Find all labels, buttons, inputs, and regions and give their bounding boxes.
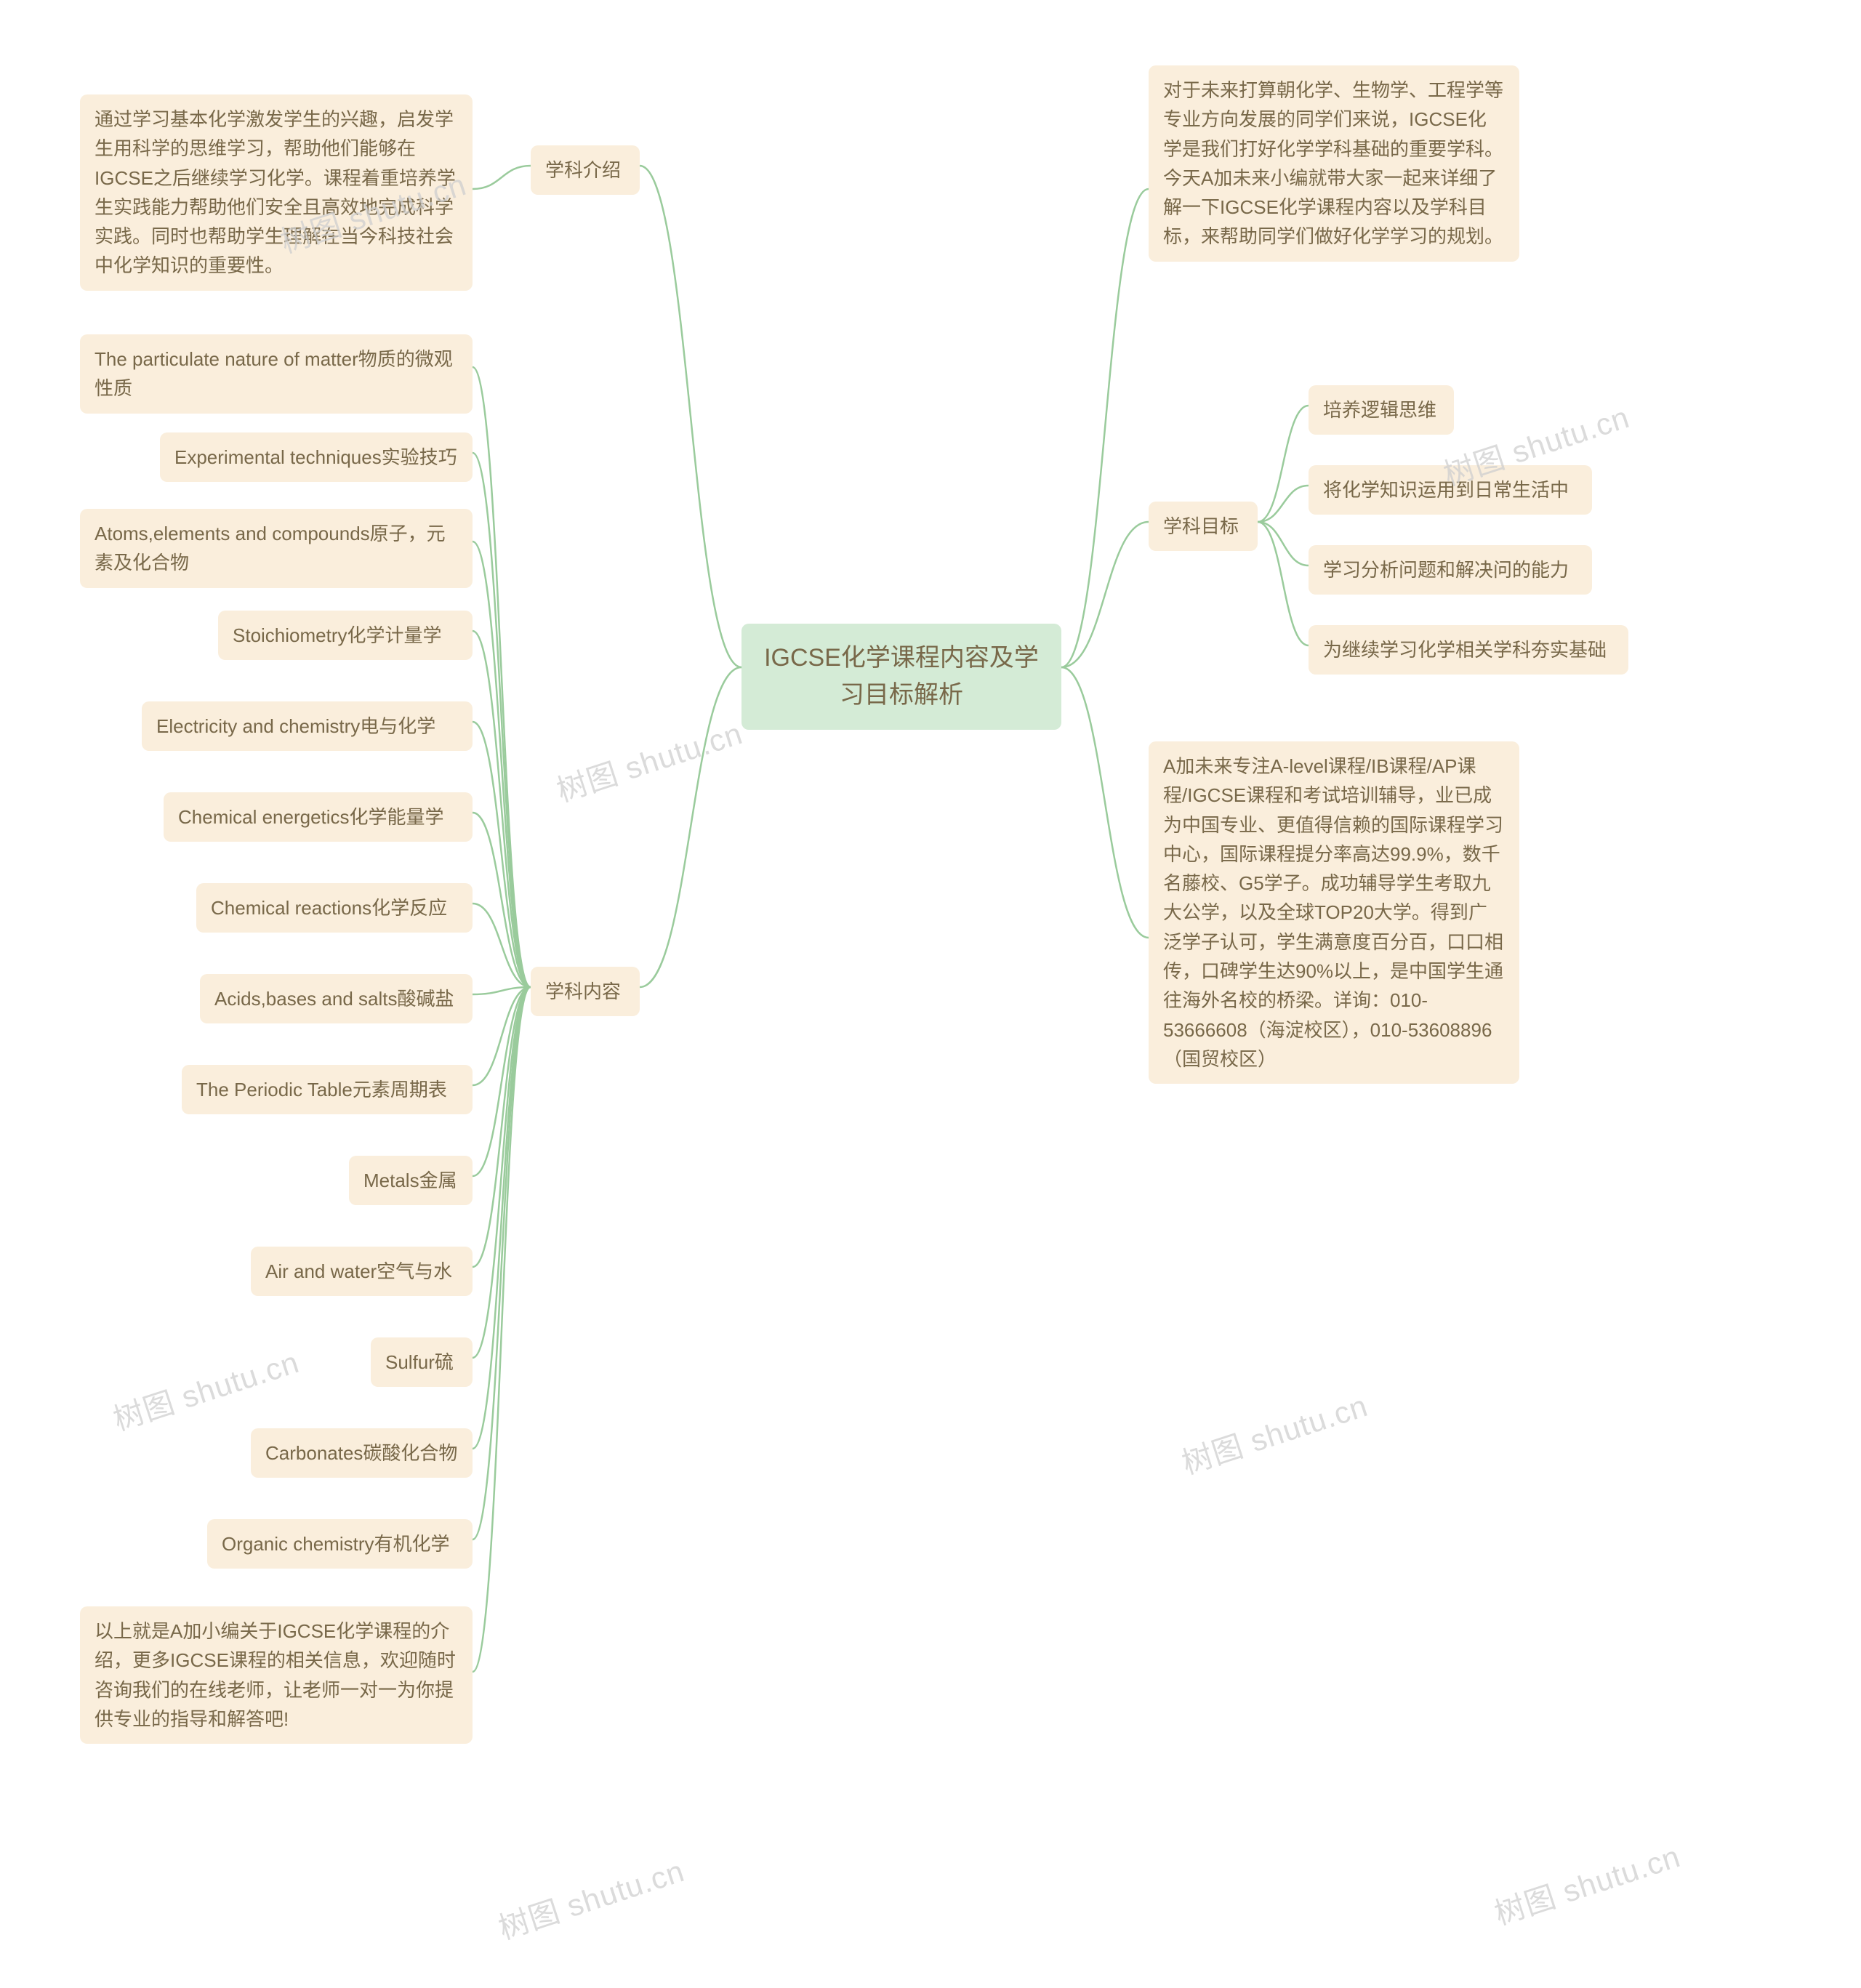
leaf-atoms[interactable]: Atoms,elements and compounds原子，元素及化合物 [80,509,473,588]
center-line1: IGCSE化学课程内容及学 [764,644,1039,672]
leaf-energetics[interactable]: Chemical energetics化学能量学 [164,792,473,842]
leaf-reactions[interactable]: Chemical reactions化学反应 [196,883,473,933]
leaf-stoichiometry-text: Stoichiometry化学计量学 [233,624,442,646]
leaf-air-water-text: Air and water空气与水 [265,1260,452,1282]
leaf-atoms-text: Atoms,elements and compounds原子，元素及化合物 [95,523,446,574]
branch-subject-content[interactable]: 学科内容 [531,967,640,1016]
leaf-goal-daily-text: 将化学知识运用到日常生活中 [1323,479,1569,501]
branch-subject-content-label: 学科内容 [545,981,621,1002]
leaf-intro-text-content: 通过学习基本化学激发学生的兴趣，启发学生用科学的思维学习，帮助他们能够在IGCS… [95,108,456,276]
branch-subject-goal[interactable]: 学科目标 [1149,502,1258,551]
leaf-conclusion[interactable]: 以上就是A加小编关于IGCSE化学课程的介绍，更多IGCSE课程的相关信息，欢迎… [80,1606,473,1744]
leaf-carbonates-text: Carbonates碳酸化合物 [265,1442,457,1464]
leaf-acids-text: Acids,bases and salts酸碱盐 [214,988,454,1010]
right-promo-block-text: A加未来专注A-level课程/IB课程/AP课程/IGCSE课程和考试培训辅导… [1163,755,1503,1070]
leaf-intro-text[interactable]: 通过学习基本化学激发学生的兴趣，启发学生用科学的思维学习，帮助他们能够在IGCS… [80,94,473,291]
watermark-5: 树图 shutu.cn [1175,1381,1372,1483]
leaf-periodic-text: The Periodic Table元素周期表 [196,1079,447,1100]
leaf-goal-daily[interactable]: 将化学知识运用到日常生活中 [1309,465,1592,515]
leaf-conclusion-text: 以上就是A加小编关于IGCSE化学课程的介绍，更多IGCSE课程的相关信息，欢迎… [95,1620,456,1730]
leaf-goal-analyze[interactable]: 学习分析问题和解决问的能力 [1309,545,1592,595]
leaf-organic-text: Organic chemistry有机化学 [222,1533,450,1555]
center-line2: 习目标解析 [840,681,963,709]
leaf-goal-logic-text: 培养逻辑思维 [1323,399,1436,421]
leaf-goal-logic[interactable]: 培养逻辑思维 [1309,385,1454,435]
leaf-organic[interactable]: Organic chemistry有机化学 [207,1519,473,1569]
leaf-experimental[interactable]: Experimental techniques实验技巧 [160,432,473,482]
branch-subject-goal-label: 学科目标 [1163,515,1239,537]
leaf-goal-foundation-text: 为继续学习化学相关学科夯实基础 [1323,639,1607,661]
leaf-electricity[interactable]: Electricity and chemistry电与化学 [142,701,473,751]
watermark-0: 树图 shutu.cn [107,1337,304,1439]
center-node[interactable]: IGCSE化学课程内容及学 习目标解析 [741,624,1061,730]
leaf-periodic[interactable]: The Periodic Table元素周期表 [182,1065,473,1114]
leaf-sulfur[interactable]: Sulfur硫 [371,1337,473,1387]
branch-subject-intro[interactable]: 学科介绍 [531,145,640,195]
leaf-stoichiometry[interactable]: Stoichiometry化学计量学 [218,611,473,660]
watermark-3: 树图 shutu.cn [492,1846,689,1948]
leaf-goal-foundation[interactable]: 为继续学习化学相关学科夯实基础 [1309,625,1628,675]
leaf-sulfur-text: Sulfur硫 [385,1351,454,1373]
leaf-reactions-text: Chemical reactions化学反应 [211,897,447,919]
right-intro-block-text: 对于未来打算朝化学、生物学、工程学等专业方向发展的同学们来说，IGCSE化学是我… [1163,79,1503,247]
leaf-energetics-text: Chemical energetics化学能量学 [178,806,444,828]
leaf-particulate-text: The particulate nature of matter物质的微观性质 [95,348,453,399]
branch-subject-intro-label: 学科介绍 [545,159,621,181]
leaf-carbonates[interactable]: Carbonates碳酸化合物 [251,1428,473,1478]
leaf-electricity-text: Electricity and chemistry电与化学 [156,715,435,737]
watermark-2: 树图 shutu.cn [550,709,747,810]
leaf-particulate[interactable]: The particulate nature of matter物质的微观性质 [80,334,473,414]
leaf-acids[interactable]: Acids,bases and salts酸碱盐 [200,974,473,1023]
leaf-metals-text: Metals金属 [363,1170,457,1191]
watermark-6: 树图 shutu.cn [1488,1832,1685,1933]
right-intro-block[interactable]: 对于未来打算朝化学、生物学、工程学等专业方向发展的同学们来说，IGCSE化学是我… [1149,65,1519,262]
leaf-metals[interactable]: Metals金属 [349,1156,473,1205]
right-promo-block[interactable]: A加未来专注A-level课程/IB课程/AP课程/IGCSE课程和考试培训辅导… [1149,741,1519,1084]
leaf-goal-analyze-text: 学习分析问题和解决问的能力 [1323,559,1569,581]
leaf-experimental-text: Experimental techniques实验技巧 [174,446,457,468]
leaf-air-water[interactable]: Air and water空气与水 [251,1247,473,1296]
